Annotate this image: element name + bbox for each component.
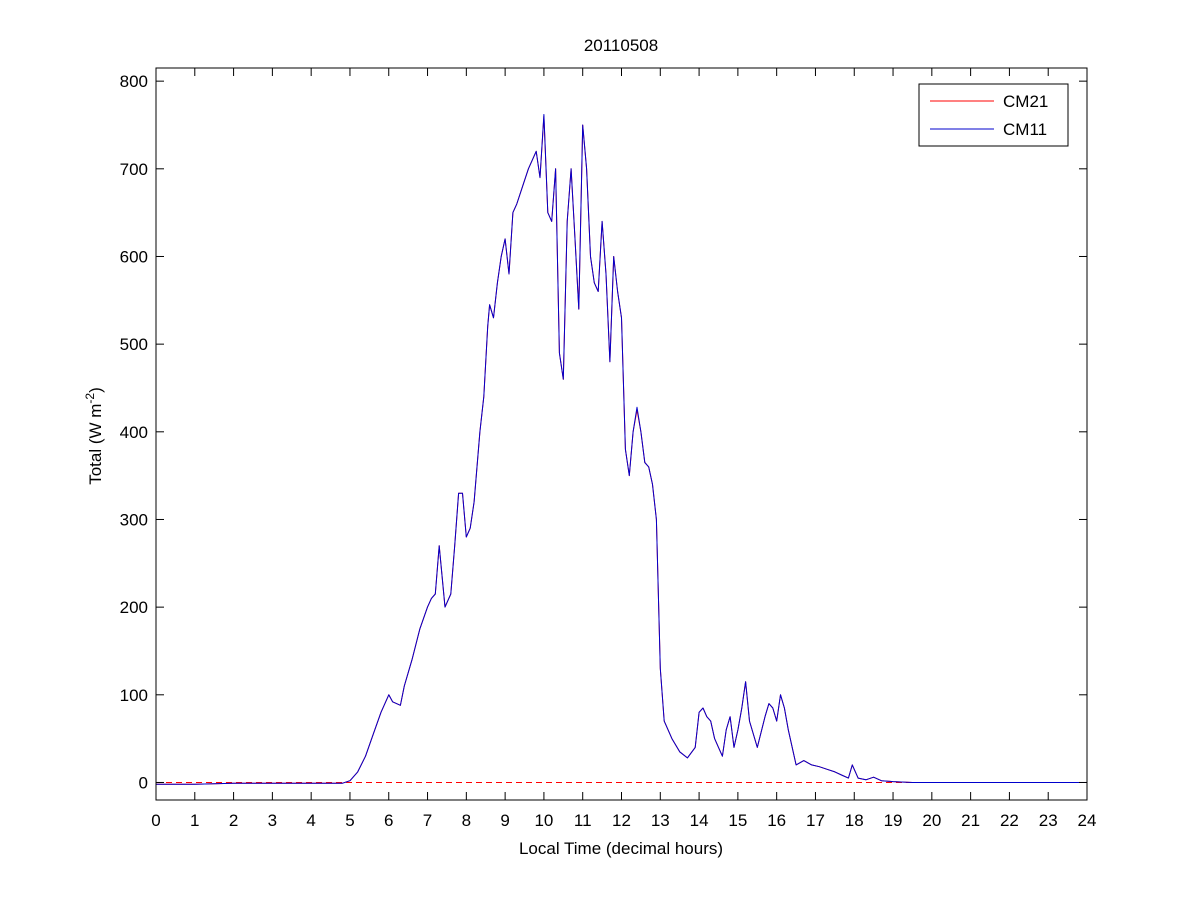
x-tick-label: 2 [229,811,238,830]
x-tick-label: 19 [884,811,903,830]
series-line-cm11 [156,114,1087,785]
x-tick-label: 7 [423,811,432,830]
x-tick-label: 17 [806,811,825,830]
x-tick-label: 8 [462,811,471,830]
legend-label-cm11: CM11 [1003,120,1047,139]
x-tick-label: 18 [845,811,864,830]
x-tick-label: 13 [651,811,670,830]
x-tick-label: 20 [922,811,941,830]
series-layer [156,114,1087,785]
x-tick-label: 4 [306,811,315,830]
y-axis-label-main: Total (W m [86,404,105,485]
x-tick-label: 10 [534,811,553,830]
x-tick-label: 1 [190,811,199,830]
x-tick-label: 15 [728,811,747,830]
x-tick-label: 14 [690,811,709,830]
x-tick-label: 11 [574,811,592,830]
x-axis-label: Local Time (decimal hours) [519,839,723,858]
x-tick-label: 24 [1078,811,1097,830]
x-tick-label: 3 [268,811,277,830]
y-axis-label-close: ) [86,387,105,393]
y-tick-label: 700 [120,160,148,179]
x-tick-label: 0 [151,811,160,830]
y-tick-label: 800 [120,72,148,91]
axes-layer: 0 1 2 3 4 5 6 7 8 9 10 11 12 13 14 15 16 17 18 19 20 21 22 23 24… [120,67,1097,830]
x-tick-label: 16 [767,811,786,830]
y-tick-label: 300 [120,510,148,529]
y-tick-label: 200 [120,598,148,617]
legend-box [918,83,1069,147]
y-tick-label: 400 [120,423,148,442]
chart-title: 20110508 [584,36,658,55]
x-tick-label: 22 [1000,811,1019,830]
x-tick-label: 5 [345,811,354,830]
y-tick-label: 500 [120,335,148,354]
y-axis-label-superscript: -2 [83,393,97,404]
y-tick-label: 100 [120,686,148,705]
x-tick-label: 23 [1039,811,1058,830]
y-tick-label: 600 [120,247,148,266]
x-tick-label: 21 [961,811,980,830]
x-tick-label: 6 [384,811,393,830]
legend-label-cm21: CM21 [1003,92,1048,111]
y-tick-label: 0 [139,773,148,792]
legend: CM21 CM11 [918,83,1069,147]
x-tick-label: 9 [500,811,509,830]
y-axis-label: Total (W m-2) [83,387,105,485]
x-tick-label: 12 [612,811,631,830]
